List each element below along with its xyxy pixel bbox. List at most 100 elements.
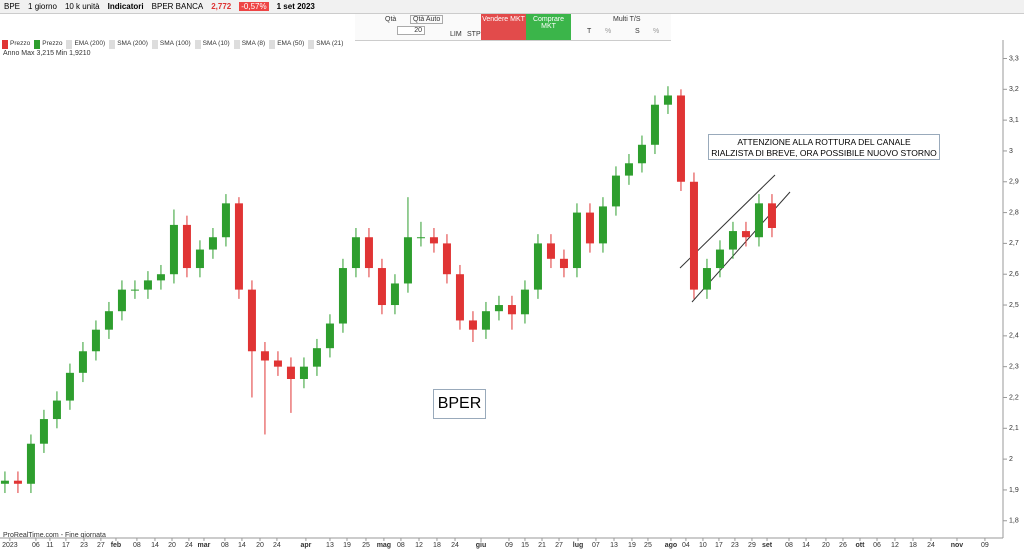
y-tick-label: 2,5 <box>1009 302 1019 309</box>
candle-body <box>377 268 386 306</box>
x-tick-label: giu <box>476 542 487 549</box>
candle-body <box>91 329 100 352</box>
indicator-toggle[interactable]: SMA (10) <box>194 40 230 49</box>
y-tick-label: 2,4 <box>1009 333 1019 340</box>
indicator-toggle[interactable]: Prezzo <box>2 40 30 49</box>
buy-button[interactable]: Comprare MKT <box>526 14 571 40</box>
indicator-toggle[interactable]: EMA (200) <box>66 40 105 49</box>
x-tick-label: 20 <box>168 542 176 549</box>
x-tick-label: 18 <box>433 542 441 549</box>
annotation-line: ATTENZIONE ALLA ROTTURA DEL CANALE <box>737 137 911 147</box>
candle-body <box>559 258 568 269</box>
candle-body <box>273 360 282 367</box>
candle-body <box>429 237 438 244</box>
candle-body <box>312 348 321 367</box>
multi[interactable]: Multi T/S <box>613 16 641 23</box>
candle-body <box>585 212 594 244</box>
qty-input[interactable]: 20 <box>397 26 425 35</box>
symbol[interactable]: BPE <box>4 2 21 11</box>
indicator-toggle[interactable]: SMA (100) <box>151 40 191 49</box>
y-tick-label: 3,3 <box>1009 55 1019 62</box>
candle-body <box>143 280 152 290</box>
x-tick-label: 11 <box>46 542 53 549</box>
candle-body <box>234 203 243 290</box>
x-tick-label: apr <box>300 542 311 549</box>
qty-label: Qtà <box>385 16 397 23</box>
candle-body <box>208 237 217 250</box>
period[interactable]: 1 giorno <box>28 2 57 11</box>
x-tick-label: 24 <box>185 542 193 549</box>
x-tick-label: 21 <box>538 542 546 549</box>
units[interactable]: 10 k unità <box>64 2 100 11</box>
label-box: BPER <box>433 389 486 419</box>
x-tick-label: 07 <box>592 542 600 549</box>
x-tick-label: 23 <box>731 542 739 549</box>
x-tick-label: 17 <box>62 542 70 549</box>
lim[interactable]: LIM <box>450 31 462 38</box>
qty-auto[interactable]: Qtà Auto <box>410 15 444 24</box>
indicators[interactable]: Indicatori <box>107 2 144 11</box>
indicator-toggle[interactable]: Prezzo <box>34 40 62 49</box>
y-tick-label: 3,2 <box>1009 86 1019 93</box>
x-tick-label: 24 <box>451 542 459 549</box>
candle-body <box>650 104 659 145</box>
candle-body <box>260 351 269 361</box>
candle-body <box>325 323 334 349</box>
candle-body <box>52 400 61 420</box>
t-label[interactable]: T <box>587 28 592 35</box>
x-tick-label: 09 <box>981 542 989 549</box>
candle-body <box>416 237 425 239</box>
x-tick-label: 04 <box>682 542 690 549</box>
stp[interactable]: STP <box>467 31 481 38</box>
x-tick-label: 29 <box>748 542 756 549</box>
x-tick-label: lug <box>573 542 584 549</box>
y-tick-label: 2,2 <box>1009 394 1019 401</box>
indicator-toggle[interactable]: SMA (21) <box>308 40 343 49</box>
indicator-toggle[interactable]: SMA (8) <box>233 40 265 49</box>
x-tick-label: 12 <box>891 542 899 549</box>
y-tick-label: 1,8 <box>1009 518 1019 525</box>
x-tick-label: 14 <box>238 542 246 549</box>
x-tick-label: 24 <box>927 542 935 549</box>
s-label[interactable]: S <box>635 28 640 35</box>
x-tick-label: 15 <box>521 542 529 549</box>
candle-body <box>663 95 672 105</box>
candle-body <box>715 249 724 269</box>
candle-body <box>156 274 165 281</box>
y-tick-label: 2,9 <box>1009 179 1019 186</box>
x-tick-label: 06 <box>873 542 881 549</box>
candle-body <box>741 231 750 238</box>
t-pct: % <box>605 28 612 35</box>
candle-body <box>494 305 503 312</box>
candle-body <box>637 144 646 164</box>
x-tick-label: 27 <box>555 542 563 549</box>
indicator-toggle[interactable]: SMA (200) <box>109 40 148 49</box>
candle-body <box>520 289 529 315</box>
indicator-toggle[interactable]: EMA (50) <box>269 40 304 49</box>
date: 1 set 2023 <box>276 2 315 11</box>
candle-body <box>13 480 22 484</box>
instrument: BPER BANCA <box>151 2 204 11</box>
candle-body <box>78 351 87 373</box>
y-tick-label: 2 <box>1009 456 1013 463</box>
x-tick-label: 20 <box>256 542 264 549</box>
y-tick-label: 2,1 <box>1009 425 1019 432</box>
candle-body <box>26 443 35 484</box>
x-tick-label: 20 <box>822 542 830 549</box>
candle-body <box>39 419 48 444</box>
price: 2,772 <box>211 2 232 11</box>
y-tick-label: 2,7 <box>1009 240 1019 247</box>
candle-body <box>728 231 737 250</box>
indicator-bar: Prezzo Prezzo EMA (200) SMA (200) SMA (100) S… <box>2 40 343 49</box>
x-tick-label: 06 <box>32 542 40 549</box>
y-tick-label: 3 <box>1009 148 1013 155</box>
x-tick-label: 27 <box>97 542 105 549</box>
x-tick-label: 26 <box>839 542 847 549</box>
x-tick-label: 2023 <box>2 542 18 549</box>
x-tick-label: mag <box>377 542 391 549</box>
annotation-line: RIALZISTA DI BREVE, ORA POSSIBILE NUOVO … <box>711 148 937 158</box>
x-tick-label: set <box>762 542 773 549</box>
candle-body <box>351 237 360 269</box>
sell-button[interactable]: Vendere MKT <box>481 14 526 40</box>
